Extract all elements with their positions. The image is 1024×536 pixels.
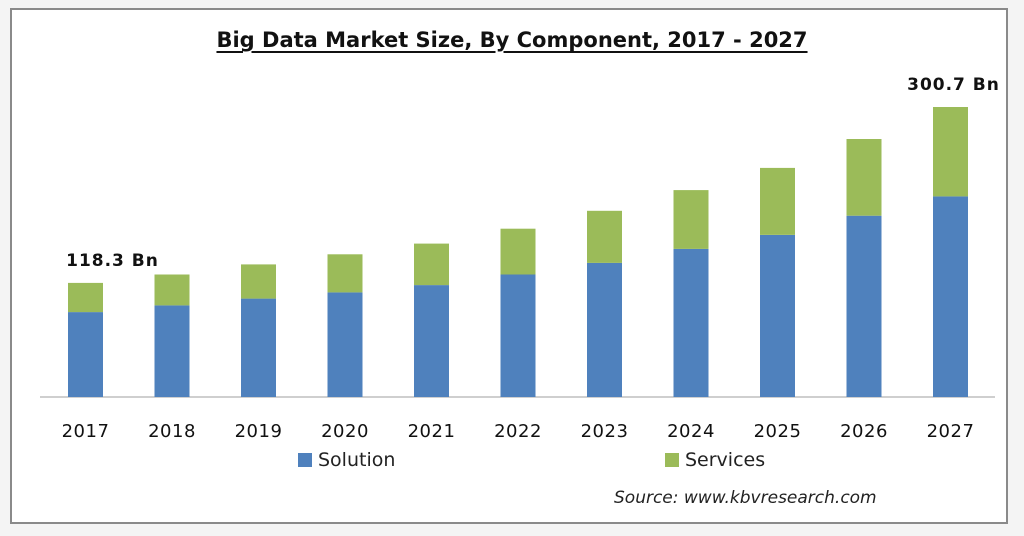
bar-solution-2027 [933,196,968,397]
bar-solution-2020 [327,292,363,397]
source-note: Source: www.kbvresearch.com [614,488,877,508]
bar-solution-2025 [760,235,795,397]
x-tick-2021: 2021 [408,421,456,442]
legend: Solution Services [0,449,1024,473]
bar-solution-2021 [414,285,449,397]
chart-title: Big Data Market Size, By Component, 2017… [0,28,1024,52]
x-tick-2020: 2020 [321,421,369,442]
bar-services-2025 [760,167,795,235]
bar-solution-2024 [673,248,709,397]
bar-services-2020 [327,254,363,293]
bar-solution-2022 [500,274,536,397]
x-tick-2022: 2022 [494,421,542,442]
legend-label-solution: Solution [318,449,396,471]
bar-services-2019 [241,264,276,299]
legend-item-services: Services [665,449,765,471]
data-label-2017: 118.3 Bn [66,251,159,271]
legend-swatch-services [665,453,679,467]
legend-label-services: Services [685,449,766,471]
bar-solution-2018 [154,305,190,397]
bar-solution-2017 [68,312,103,397]
bar-layer [68,107,968,397]
bar-solution-2023 [587,262,622,397]
x-tick-2024: 2024 [667,421,715,442]
bar-solution-2019 [241,298,276,397]
bar-services-2023 [587,210,622,263]
x-tick-2026: 2026 [840,421,888,442]
bar-services-2021 [414,243,449,286]
chart-title-text: Big Data Market Size, By Component, 2017… [216,28,808,52]
bar-services-2024 [673,190,709,249]
data-label-2027: 300.7 Bn [907,75,1000,95]
x-tick-2027: 2027 [927,421,975,442]
x-tick-layer: 2017 2018 2019 2020 2021 2022 2023 2024 2025 2026… [62,421,975,442]
bar-services-2017 [68,282,103,313]
x-tick-2025: 2025 [754,421,802,442]
bar-services-2026 [846,139,882,216]
x-tick-2017: 2017 [62,421,110,442]
bar-solution-2026 [846,215,882,397]
legend-swatch-solution [298,453,312,467]
bar-services-2027 [933,107,968,197]
x-tick-2018: 2018 [148,421,196,442]
bar-services-2022 [500,228,536,275]
x-tick-2023: 2023 [581,421,629,442]
legend-item-solution: Solution [298,449,395,471]
x-tick-2019: 2019 [235,421,283,442]
data-label-layer: 118.3 Bn 300.7 Bn [66,75,1000,271]
bar-services-2018 [154,274,190,306]
